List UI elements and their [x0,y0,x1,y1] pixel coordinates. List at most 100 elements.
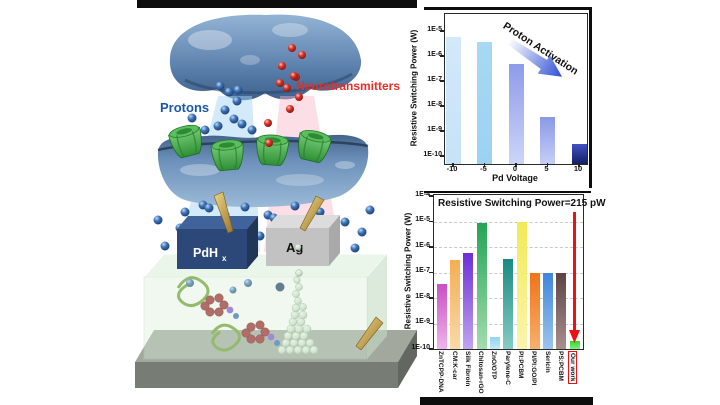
y-tickmark [429,246,433,248]
x-tick-label: -10 [446,164,458,173]
protein-ribbon [176,276,210,307]
receptor-channels [168,124,332,172]
y-tick-label: 1E-8 [427,100,442,108]
y-tick-label: 1E-9 [415,318,430,325]
pdh-label: PdH [193,246,218,260]
x-tick-label: Our work [568,351,578,384]
y-tick-label: 1E-6 [415,241,430,249]
synapse-device-illustration: PdH x Ag [135,0,417,388]
bar-Sericin [543,272,554,349]
chart-frame-top [424,7,591,10]
x-tick-label: Sericin [543,351,551,373]
x-tick-label: 0 [512,164,518,173]
bar-PI/PI:GO/PI [529,272,540,349]
y-tick-label: 1E-5 [427,25,442,33]
y-tick-label: 1E-7 [427,75,442,83]
proton-activation-arrow-icon [507,38,563,77]
chart-frame-separator [424,190,591,193]
molecule-cluster [241,320,280,346]
x-tick-label: -5 [480,164,487,173]
x-tick-label: ZnO/OTP [490,351,498,380]
chart-title: Resistive Switching Power=215 pW [438,198,606,209]
y-tick-label: 1E-7 [415,267,430,274]
comparison-chart: Resistive Switching Power (W) Resistive … [400,188,606,405]
y-tickmark [429,271,433,273]
bar-PS:PCBM [556,272,567,349]
x-tick-label: CM:K-car [450,351,458,380]
x-tick-label: ZnTCPP-DNA [437,351,445,393]
protons-label: Protons [160,100,209,115]
y-tick-label: 1E-5 [415,216,430,223]
proton-sphere [186,279,194,287]
x-axis-title: Pd Voltage [492,173,538,183]
bar-Silk Fibroin [463,252,474,349]
proton-sphere [275,282,285,292]
plot-area [444,13,588,165]
bar-CM:K-car [450,260,460,349]
y-tickmark [429,297,433,299]
receptor-icon [168,124,202,159]
ag-label: Ag [286,240,303,255]
y-tick-label: 1E-10 [411,343,430,351]
y-tick-label: 1E-10 [423,150,442,158]
x-tick-label: 5 [544,164,549,173]
x-tick-label: PI/PI:GO/PI [530,351,538,386]
bar-ZnTCPP-DNA [436,284,447,349]
film-box-front [143,276,368,360]
y-tickmark [440,130,444,132]
y-tickmark [440,55,444,57]
presynaptic-neuron [169,14,362,101]
chart-frame-bottom [420,397,593,405]
receptor-icon [210,139,244,172]
gridline [434,247,583,248]
y-tickmark [429,220,433,222]
y-tick-label: 1E-8 [415,292,430,300]
bar-Parylene-C [503,258,514,349]
probe-tip-icon [355,316,384,351]
y-axis-title: Resistive Switching Power (W) [409,29,419,147]
y-tickmark [429,322,433,324]
platform [135,330,417,388]
x-tickmark [483,163,485,167]
our-work-arrow-icon [569,212,580,343]
y-tick-label: 1E-6 [427,50,442,58]
y-tick-label: 1E-9 [427,125,442,133]
x-tickmark [578,163,580,167]
molecule-cluster [200,293,239,319]
proton-activation-chart: Resistive Switching Power (W) Pd Voltage… [400,0,592,188]
proton-sphere [229,286,237,294]
y-tickmark [440,155,444,157]
gridline [434,221,583,223]
chart-frame-right [589,7,592,188]
bar-10 [571,144,587,164]
protein-ribbon [210,323,241,352]
plot-area [433,194,584,350]
neurotransmitter-spheres [264,44,306,147]
bar-Chitosan-rGO [476,222,487,349]
y-tickmark [440,105,444,107]
silver-filament [277,243,319,355]
film-contents [176,243,319,355]
bar-PI:PCBM [516,221,527,349]
x-tickmark [515,163,517,167]
x-tick-label: PI:PCBM [517,351,524,379]
receptor-icon [298,129,332,164]
y-tickmark [429,348,433,350]
x-tickmark [546,163,548,167]
bar-Our work [569,340,580,349]
bar--5 [477,42,492,164]
probe-tip-icon [213,191,234,234]
pdh-label-subscript: x [222,254,227,263]
neurotransmitters-label: Neurotransmitters [296,79,400,93]
y-axis-title: Resistive Switching Power (W) [403,212,413,330]
x-tick-label: Silk Fibroin [463,351,471,387]
x-tick-label: 10 [573,164,583,173]
y-tickmark [440,80,444,82]
x-tickmark [452,163,454,167]
bar-5 [540,117,555,164]
y-tickmark [429,195,433,197]
y-tick-label: 1E-4 [415,190,430,198]
x-tick-label: PS:PCBM [556,351,564,381]
illustration-top-bar [137,0,417,8]
